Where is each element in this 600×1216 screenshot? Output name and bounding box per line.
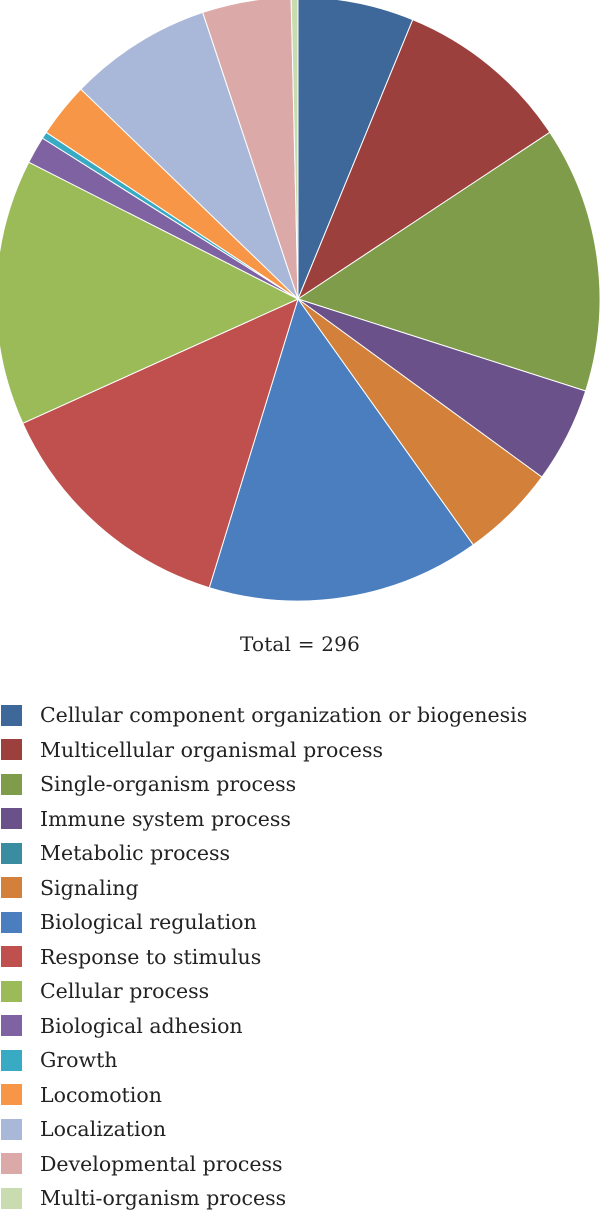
legend-item: Metabolic process xyxy=(0,836,600,871)
legend-swatch xyxy=(1,773,22,795)
legend-item: Biological adhesion xyxy=(0,1009,600,1044)
legend-item: Signaling xyxy=(0,871,600,906)
legend-swatch xyxy=(1,1084,22,1106)
legend-item: Immune system process xyxy=(0,802,600,837)
legend-swatch xyxy=(1,946,22,968)
legend-label: Cellular component organization or bioge… xyxy=(40,703,528,727)
legend-label: Biological adhesion xyxy=(40,1013,243,1038)
legend-label: Biological regulation xyxy=(40,910,257,934)
legend-label: Locomotion xyxy=(40,1082,162,1107)
legend-item: Single-organism process xyxy=(0,767,600,802)
legend-swatch xyxy=(1,1118,22,1140)
legend-item: Localization xyxy=(0,1112,600,1147)
legend-label: Multicellular organismal process xyxy=(40,737,383,762)
legend-swatch xyxy=(1,704,22,726)
legend: Cellular component organization or bioge… xyxy=(0,698,600,1216)
pie-slice-single-organism-process xyxy=(296,131,600,392)
legend-label: Multi-organism process xyxy=(40,1186,287,1210)
legend-label: Growth xyxy=(40,1048,118,1072)
legend-swatch xyxy=(1,877,22,899)
pie-slice-response-to-stimulus xyxy=(22,298,299,589)
legend-swatch xyxy=(1,1015,22,1037)
legend-swatch xyxy=(1,842,22,864)
pie-chart xyxy=(0,0,600,602)
legend-item: Multicellular organismal process xyxy=(0,733,600,768)
legend-label: Localization xyxy=(40,1117,167,1141)
pie-slice-localization xyxy=(80,11,299,300)
pie-slice-cellular-process xyxy=(0,161,300,424)
legend-item: Multi-organism process xyxy=(0,1181,600,1216)
legend-item: Biological regulation xyxy=(0,905,600,940)
legend-swatch xyxy=(1,739,22,761)
legend-swatch xyxy=(1,808,22,830)
legend-item: Cellular component organization or bioge… xyxy=(0,698,600,733)
legend-item: Response to stimulus xyxy=(0,940,600,975)
legend-label: Single-organism process xyxy=(40,772,297,796)
legend-item: Growth xyxy=(0,1043,600,1078)
legend-item: Developmental process xyxy=(0,1147,600,1182)
legend-swatch xyxy=(1,980,22,1002)
legend-swatch xyxy=(1,1187,22,1209)
legend-label: Signaling xyxy=(40,875,139,900)
legend-label: Response to stimulus xyxy=(40,944,262,969)
legend-item: Cellular process xyxy=(0,974,600,1009)
legend-swatch xyxy=(1,1049,22,1071)
pie-slices xyxy=(0,0,600,602)
legend-label: Immune system process xyxy=(40,806,291,831)
legend-label: Metabolic process xyxy=(40,841,231,865)
pie-slice-developmental-process xyxy=(202,0,299,300)
legend-swatch xyxy=(1,1153,22,1175)
legend-swatch xyxy=(1,911,22,933)
legend-label: Cellular process xyxy=(40,979,210,1003)
pie-slice-cellular-component-organization-or-biogenesis xyxy=(297,0,414,300)
pie-slice-multi-organism-process xyxy=(290,0,299,300)
pie-slice-multicellular-organismal-process xyxy=(296,19,551,301)
legend-item: Locomotion xyxy=(0,1078,600,1113)
legend-label: Developmental process xyxy=(40,1151,283,1176)
total-annotation: Total = 296 xyxy=(239,632,361,656)
